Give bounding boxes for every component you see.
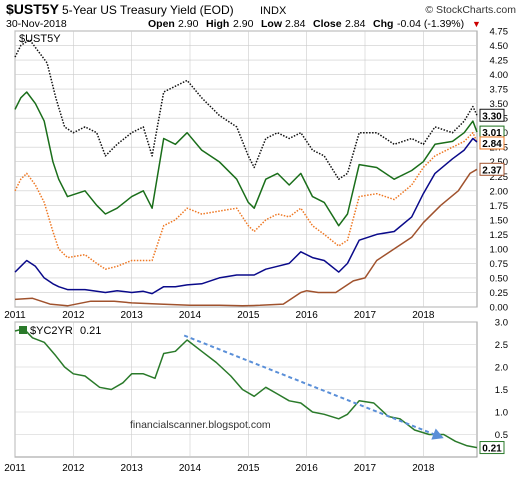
series-line (14, 91, 478, 227)
x-tick-label: 2017 (354, 310, 377, 321)
symbol-label: $UST5Y (6, 1, 60, 17)
y-tick-label: 4.00 (490, 70, 509, 81)
series-line (14, 38, 478, 180)
close-value: 2.84 (345, 18, 366, 30)
spread-last-value-label: 0.21 (479, 441, 505, 455)
y-tick-label: 1.50 (490, 215, 509, 226)
x-tick-label: 2016 (296, 463, 319, 474)
price-panel-frame (14, 30, 478, 308)
date-label: 30-Nov-2018 (6, 18, 67, 30)
x-tick-label: 2017 (354, 463, 377, 474)
chg-down-icon: ▼ (472, 19, 481, 29)
y-tick-label: 2.00 (490, 186, 509, 197)
series-line (14, 131, 478, 270)
x-tick-label: 2018 (412, 463, 435, 474)
x-tick-label: 2011 (4, 310, 26, 321)
y-tick-label: 1.75 (490, 201, 509, 212)
svg-text:2.84: 2.84 (482, 139, 502, 150)
svg-text:3.01: 3.01 (482, 128, 502, 139)
y-tick-label: 2.0 (495, 363, 508, 374)
chg-label: Chg (373, 18, 393, 30)
spread-panel-title: $YC2YR 0.21 (19, 325, 101, 337)
last-value-label: 2.37 (479, 162, 505, 176)
y-tick-label: 0.5 (495, 430, 508, 441)
x-tick-label: 2013 (121, 463, 144, 474)
svg-text:3.30: 3.30 (482, 111, 502, 122)
x-tick-label: 2014 (179, 463, 202, 474)
y-tick-label: 0.50 (490, 273, 509, 284)
x-tick-label: 2015 (237, 463, 260, 474)
high-value: 2.90 (233, 18, 254, 30)
y-tick-label: 2.5 (495, 340, 508, 351)
y-tick-label: 3.0 (495, 318, 508, 329)
x-tick-label: 2018 (412, 310, 435, 321)
spread-panel-x-axis: 2011 2012 2013 2014 2015 2016 2017 2018 (4, 463, 435, 474)
trend-arrow-head (431, 428, 444, 440)
chg-value: -0.04 (-1.39%) (397, 18, 464, 30)
x-tick-label: 2016 (296, 310, 319, 321)
price-panel-label: $UST5Y (19, 33, 61, 45)
price-panel-grid (14, 30, 477, 308)
low-label: Low (261, 18, 283, 30)
spread-panel-label: $YC2YR (30, 325, 73, 337)
y-tick-label: 1.25 (490, 230, 509, 241)
chart-header: $UST5Y 5-Year US Treasury Yield (EOD) IN… (6, 1, 516, 30)
high-label: High (206, 18, 229, 30)
trend-arrow (183, 334, 445, 440)
x-tick-label: 2014 (179, 310, 202, 321)
y-tick-label: 4.50 (490, 41, 509, 52)
series-line (14, 168, 478, 307)
open-value: 2.90 (178, 18, 199, 30)
svg-text:2.37: 2.37 (482, 165, 502, 176)
brand-label: © StockCharts.com (425, 4, 516, 16)
price-panel-last-labels: 3.30 3.012.84 2.37 (479, 108, 505, 176)
x-tick-label: 2015 (237, 310, 260, 321)
y-tick-label: 2.50 (490, 157, 509, 168)
y-tick-label: 0.75 (490, 259, 509, 270)
series-line (14, 137, 478, 295)
instrument-name: 5-Year US Treasury Yield (EOD) (62, 3, 234, 17)
y-tick-label: 1.0 (495, 408, 508, 419)
y-tick-label: 3.50 (490, 99, 509, 110)
price-panel-x-axis: 2011 2012 2013 2014 2015 2016 2017 2018 (4, 310, 435, 321)
y-tick-label: 1.5 (495, 385, 508, 396)
y-tick-label: 4.25 (490, 56, 509, 67)
last-value-label: 2.84 (479, 136, 505, 150)
low-value: 2.84 (285, 18, 306, 30)
x-tick-label: 2012 (62, 310, 85, 321)
close-label: Close (313, 18, 342, 30)
price-panel-series (14, 38, 478, 307)
y-tick-label: 1.00 (490, 244, 509, 255)
watermark-text: financialscanner.blogspot.com (130, 419, 271, 431)
spread-panel-value: 0.21 (80, 325, 101, 337)
trend-arrow-line (183, 334, 445, 440)
x-tick-label: 2011 (4, 463, 26, 474)
y-tick-label: 0.00 (490, 303, 509, 314)
x-tick-label: 2012 (62, 463, 85, 474)
spread-panel-grid (14, 321, 477, 457)
open-label: Open (148, 18, 175, 30)
y-tick-label: 0.25 (490, 288, 509, 299)
x-tick-label: 2013 (121, 310, 144, 321)
y-tick-label: 3.75 (490, 85, 509, 96)
y-tick-label: 2.25 (490, 172, 509, 183)
svg-text:0.21: 0.21 (482, 444, 502, 455)
y-tick-label: 4.75 (490, 27, 509, 38)
exchange-label: INDX (260, 5, 287, 17)
spread-panel-last-labels: 0.21 (479, 441, 505, 455)
spread-legend-swatch (19, 326, 27, 334)
spread-panel-y-axis: 0.5 1.0 1.5 2.0 2.5 3.0 (495, 318, 508, 442)
last-value-label: 3.30 (479, 108, 505, 122)
